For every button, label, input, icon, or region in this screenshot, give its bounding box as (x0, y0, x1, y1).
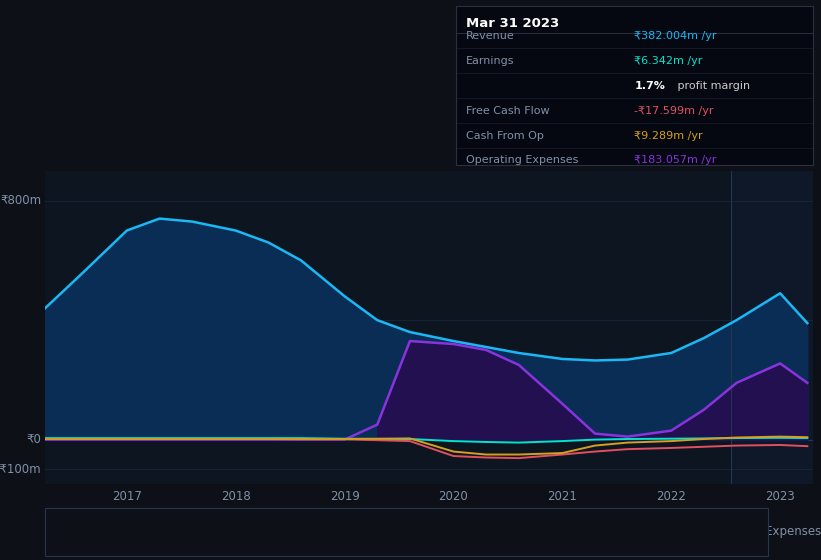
Text: -₹17.599m /yr: -₹17.599m /yr (635, 106, 713, 115)
Text: ●: ● (395, 525, 406, 538)
Text: ●: ● (682, 525, 694, 538)
Text: ₹6.342m /yr: ₹6.342m /yr (635, 56, 703, 66)
Text: Operating Expenses: Operating Expenses (702, 525, 821, 538)
Text: Free Cash Flow: Free Cash Flow (415, 525, 503, 538)
Text: Revenue: Revenue (466, 31, 515, 41)
Text: Earnings: Earnings (466, 56, 515, 66)
Text: ₹800m: ₹800m (0, 194, 41, 207)
Text: Cash From Op: Cash From Op (558, 525, 640, 538)
Text: Operating Expenses: Operating Expenses (466, 156, 579, 165)
Text: ₹9.289m /yr: ₹9.289m /yr (635, 130, 703, 141)
Text: ●: ● (539, 525, 550, 538)
Text: ₹183.057m /yr: ₹183.057m /yr (635, 156, 717, 165)
Text: -₹100m: -₹100m (0, 463, 41, 476)
Text: Revenue: Revenue (127, 525, 179, 538)
Text: Mar 31 2023: Mar 31 2023 (466, 17, 560, 30)
Text: Earnings: Earnings (271, 525, 323, 538)
Text: Cash From Op: Cash From Op (466, 130, 544, 141)
Bar (732, 171, 821, 484)
Text: ₹0: ₹0 (26, 433, 41, 446)
Text: ●: ● (108, 525, 119, 538)
Text: ●: ● (251, 525, 263, 538)
Text: Free Cash Flow: Free Cash Flow (466, 106, 550, 115)
Text: ₹382.004m /yr: ₹382.004m /yr (635, 31, 717, 41)
Text: profit margin: profit margin (673, 81, 750, 91)
Text: 1.7%: 1.7% (635, 81, 665, 91)
